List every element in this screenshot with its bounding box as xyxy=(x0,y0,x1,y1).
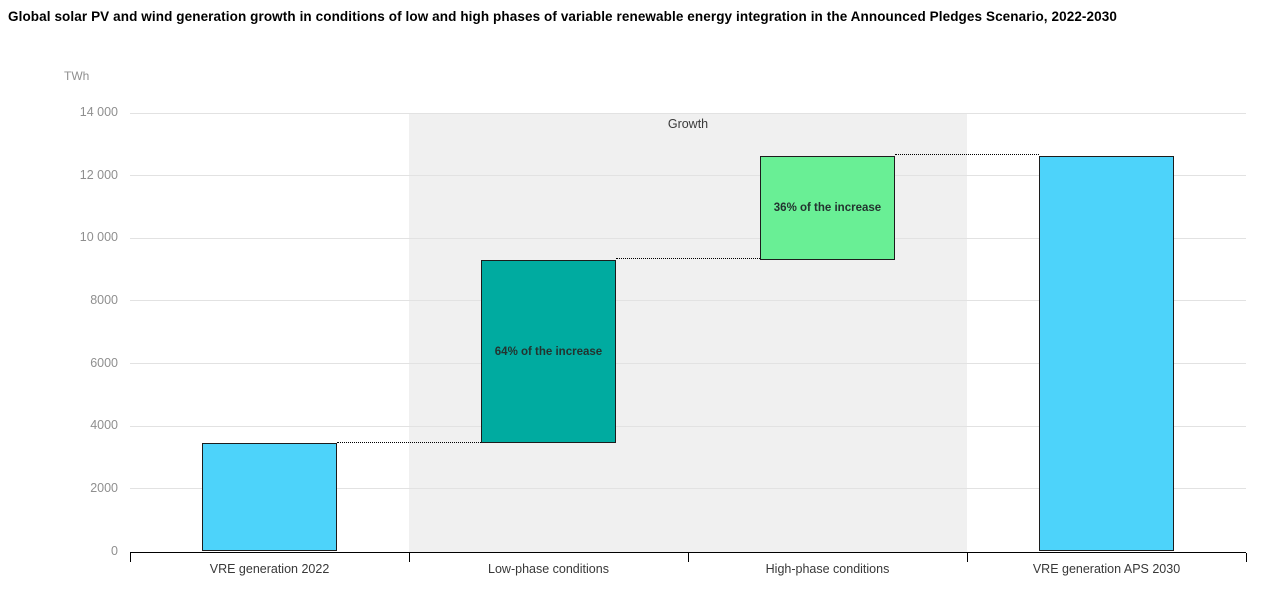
x-axis-tick xyxy=(688,553,689,562)
y-tick-label: 4000 xyxy=(90,418,118,433)
bar-vre-generation-aps-2030[interactable] xyxy=(1039,155,1174,552)
gridline xyxy=(130,488,1246,490)
chart-title: Global solar PV and wind generation grow… xyxy=(8,9,1117,24)
gridline xyxy=(130,237,1246,239)
bar-value-label: 36% of the increase xyxy=(773,201,882,214)
bar-low-phase-conditions[interactable]: 64% of the increase xyxy=(481,259,616,444)
growth-band-label: Growth xyxy=(667,117,709,131)
y-tick-label: 8000 xyxy=(90,292,118,307)
y-tick-label: 0 xyxy=(111,543,118,558)
bar-vre-generation-2022[interactable] xyxy=(202,443,337,552)
bar-value-label: 64% of the increase xyxy=(494,345,603,358)
y-tick-label: 2000 xyxy=(90,480,118,495)
gridline xyxy=(130,425,1246,427)
x-category-label-4: VRE generation APS 2030 xyxy=(1032,561,1181,576)
y-axis-unit-label: TWh xyxy=(64,69,90,83)
y-tick-label: 14 000 xyxy=(79,105,118,119)
gridline xyxy=(130,363,1246,365)
gridline xyxy=(130,175,1246,177)
connector-line xyxy=(894,154,1040,156)
x-axis-line xyxy=(130,551,1246,553)
gridline xyxy=(130,300,1246,302)
y-tick-label: 12 000 xyxy=(79,167,118,182)
connector-line xyxy=(336,441,482,443)
x-axis-tick xyxy=(1246,553,1247,562)
x-category-label-1: VRE generation 2022 xyxy=(209,561,330,576)
x-axis-tick xyxy=(130,553,131,562)
x-category-label-2: Low-phase conditions xyxy=(488,561,609,576)
x-axis-tick xyxy=(409,553,410,562)
x-axis-tick xyxy=(967,553,968,562)
gridline xyxy=(130,112,1246,114)
x-category-label-3: High-phase conditions xyxy=(765,561,890,576)
y-tick-label: 6000 xyxy=(90,355,118,370)
y-tick-label: 10 000 xyxy=(79,230,118,245)
bar-high-phase-conditions[interactable]: 36% of the increase xyxy=(760,155,895,260)
connector-line xyxy=(615,258,761,260)
